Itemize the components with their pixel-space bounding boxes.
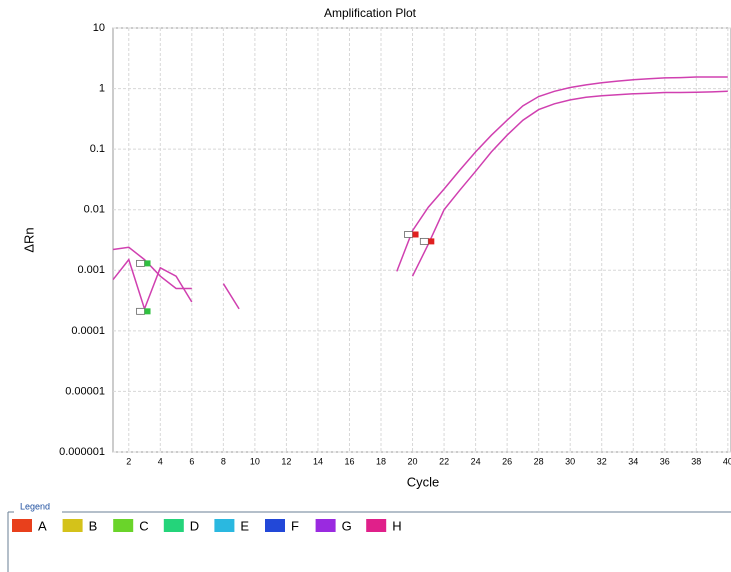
legend-swatch [265, 519, 285, 532]
x-tick-label: 14 [313, 456, 323, 466]
x-tick-label: 18 [376, 456, 386, 466]
x-tick-label: 24 [471, 456, 481, 466]
legend-swatch [113, 519, 134, 532]
ct-marker [144, 308, 151, 315]
x-axis-label: Cycle [407, 474, 440, 489]
y-tick-label: 0.00001 [65, 385, 105, 397]
y-axis-label: ΔRn [21, 227, 36, 252]
legend-label: F [291, 518, 299, 533]
legend-label: A [38, 518, 47, 533]
x-tick-label: 30 [565, 456, 575, 466]
x-tick-label: 10 [250, 456, 260, 466]
legend-swatch [12, 519, 32, 532]
y-tick-label: 0.1 [90, 143, 105, 155]
chart-title: Amplification Plot [324, 6, 417, 20]
x-tick-label: 34 [628, 456, 638, 466]
x-tick-label: 22 [439, 456, 449, 466]
curve [112, 90, 728, 312]
x-tick-label: 20 [408, 456, 418, 466]
y-tick-label: 1 [99, 82, 105, 94]
legend-swatch [315, 519, 336, 532]
legend-label: G [342, 518, 352, 533]
x-tick-label: 36 [660, 456, 670, 466]
legend-label: B [89, 518, 98, 533]
y-tick-label: 0.01 [84, 204, 105, 216]
x-tick-label: 32 [597, 456, 607, 466]
ct-marker-outline [419, 237, 429, 245]
ct-marker [144, 260, 151, 267]
legend-swatch [163, 519, 184, 532]
x-tick-label: 4 [158, 456, 163, 466]
ct-marker-outline [136, 307, 145, 315]
legend-frame [7, 511, 731, 572]
ct-marker [412, 231, 419, 238]
x-tick-label: 28 [534, 456, 544, 466]
y-tick-label: 0.0001 [71, 325, 105, 337]
y-tick-label: 0.001 [77, 264, 105, 276]
legend-title: Legend [20, 501, 50, 511]
x-tick-label: 6 [189, 456, 194, 466]
x-tick-label: 8 [221, 456, 226, 466]
y-tick-label: 10 [93, 22, 105, 34]
ct-marker [428, 238, 435, 245]
ct-marker-outline [404, 231, 413, 238]
x-tick-label: 16 [344, 456, 354, 466]
legend-swatch [62, 519, 83, 532]
curve [112, 76, 728, 290]
x-tick-label: 12 [281, 456, 291, 466]
x-tick-label: 26 [502, 456, 512, 466]
legend-swatch [214, 519, 235, 532]
x-tick-label: 40 [723, 456, 731, 466]
x-tick-label: 38 [691, 456, 701, 466]
ct-marker-outline [136, 259, 145, 267]
y-tick-label: 0.000001 [59, 446, 105, 458]
legend-label: E [240, 518, 249, 533]
x-tick-label: 2 [126, 456, 131, 466]
legend-label: H [392, 518, 401, 533]
legend-label: C [139, 518, 148, 533]
legend-swatch [366, 519, 387, 532]
legend-label: D [190, 518, 199, 533]
